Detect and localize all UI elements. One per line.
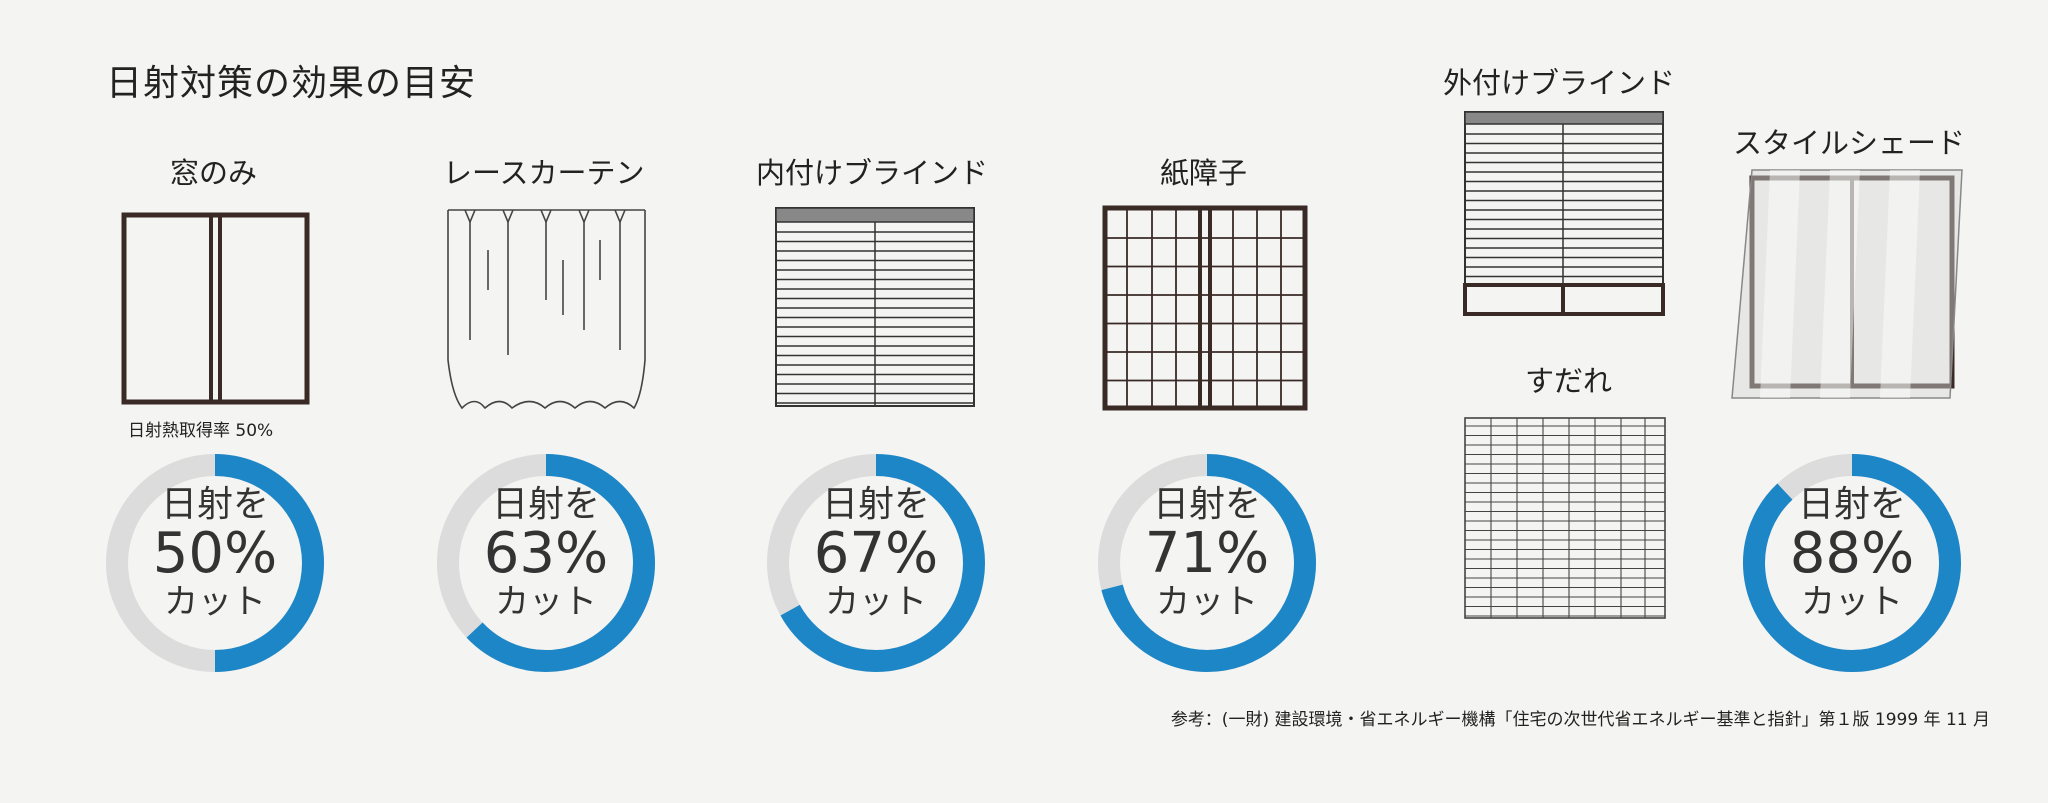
donut-bottom-text: カット [164,582,266,622]
label-inner-blind: 内付けブラインド [756,156,989,190]
label-outer-blind: 外付けブラインド [1443,66,1676,100]
donut-top-text: 日射を [821,484,930,525]
donut-value-arc [1743,454,1961,672]
donut-lace-curtain: 日射を 63% カット [446,484,646,622]
donut-top-text: 日射を [1797,484,1906,525]
donut-value-arc [780,454,985,672]
sudare-illustration [1464,417,1666,619]
donut-percent: 67% [813,521,939,586]
label-window-only: 窓のみ [170,156,258,190]
donut-bottom-text: カット [1801,582,1903,622]
outer-blind-illustration [1463,111,1665,316]
inner-blind-illustration [775,207,975,407]
label-sudare: すだれ [1525,364,1613,398]
window-only-illustration [121,212,310,405]
donut-value-arc [1101,454,1316,672]
page-title: 日射対策の効果の目安 [106,63,477,104]
style-shade-illustration [1731,169,1963,399]
donut-inner-blind: 日射を 67% カット [776,484,976,622]
label-style-shade: スタイルシェード [1733,126,1966,160]
donut-bottom-text: カット [495,582,597,622]
lace-curtain-illustration [447,209,646,410]
donut-top-text: 日射を [1152,484,1261,525]
label-shoji: 紙障子 [1160,156,1248,190]
donut-percent: 63% [483,521,609,586]
donut-top-text: 日射を [160,484,269,525]
donut-bottom-text: カット [825,582,927,622]
source-citation: 参考：(一財) 建設環境・省エネルギー機構「住宅の次世代省エネルギー基準と指針」… [1170,710,1990,730]
donut-top-text: 日射を [491,484,600,525]
label-lace-curtain: レースカーテン [443,156,645,190]
donut-value-arc [466,454,655,672]
shoji-illustration [1102,205,1308,411]
donut-shoji: 日射を 71% カット [1107,484,1307,622]
donut-bottom-text: カット [1156,582,1258,622]
donut-percent: 71% [1144,521,1270,586]
donut-style-shade: 日射を 88% カット [1752,484,1952,622]
donut-window-only: 日射を 50% カット [115,484,315,622]
donut-value-arc [214,454,324,672]
donut-percent: 88% [1789,521,1915,586]
donut-percent: 50% [152,521,278,586]
solar-gain-note: 日射熱取得率 50% [128,421,274,441]
